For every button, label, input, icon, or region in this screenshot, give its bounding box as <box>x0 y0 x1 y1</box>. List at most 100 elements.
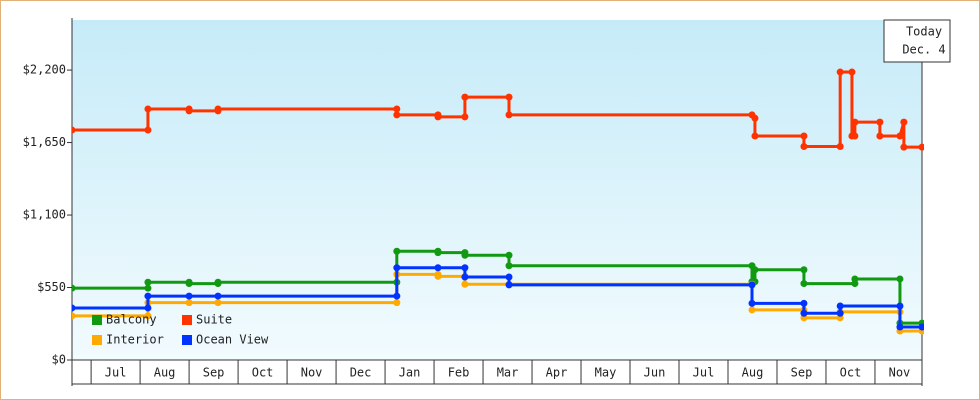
price-point <box>800 132 808 140</box>
price-point <box>214 292 222 300</box>
price-point <box>800 266 808 274</box>
price-point <box>393 247 401 255</box>
price-point <box>505 273 513 281</box>
x-tick-label: Jun <box>644 366 666 380</box>
legend-swatch <box>92 315 102 325</box>
price-point <box>851 132 859 140</box>
price-point <box>918 323 924 331</box>
price-point <box>800 309 808 317</box>
x-tick-label: Mar <box>497 366 519 380</box>
legend-swatch <box>182 315 192 325</box>
price-point <box>461 113 469 121</box>
legend-swatch <box>182 335 192 345</box>
x-tick-label: Nov <box>301 366 323 380</box>
price-point <box>505 93 513 101</box>
price-point <box>434 113 442 121</box>
price-point <box>185 299 193 307</box>
legend-label: Interior <box>106 333 164 347</box>
x-tick-label: May <box>595 366 617 380</box>
price-point <box>748 281 756 289</box>
price-point <box>434 272 442 280</box>
price-point <box>896 302 904 310</box>
price-point <box>72 304 76 312</box>
price-point <box>144 292 152 300</box>
price-point <box>214 299 222 307</box>
price-point <box>461 264 469 272</box>
price-point <box>393 264 401 272</box>
x-tick-label: Jan <box>399 366 421 380</box>
overlay: Today Dec. 4 <box>883 19 951 63</box>
price-point <box>393 299 401 307</box>
price-point <box>144 284 152 292</box>
x-tick-label: Feb <box>448 366 470 380</box>
price-point <box>900 118 908 126</box>
price-point <box>748 299 756 307</box>
price-point <box>800 299 808 307</box>
price-point <box>144 126 152 134</box>
y-tick-label: $1,100 <box>23 208 66 222</box>
price-point <box>72 126 76 134</box>
x-tick-label: Oct <box>252 366 274 380</box>
y-tick-label: $1,650 <box>23 135 66 149</box>
price-point <box>896 275 904 283</box>
price-point <box>461 273 469 281</box>
price-point <box>836 68 844 76</box>
price-point <box>434 264 442 272</box>
price-point <box>393 105 401 113</box>
price-point <box>72 312 76 320</box>
price-point <box>876 132 884 140</box>
x-tick-label: Jul <box>693 366 715 380</box>
price-point <box>72 284 76 292</box>
price-point <box>751 114 759 122</box>
x-tick-label: Aug <box>154 366 176 380</box>
price-point <box>461 93 469 101</box>
x-tick-label: Oct <box>840 366 862 380</box>
price-point <box>214 278 222 286</box>
price-point <box>748 306 756 314</box>
x-tick-label: Sep <box>791 366 813 380</box>
price-point <box>393 292 401 300</box>
x-tick-label: Jul <box>105 366 127 380</box>
price-point <box>185 292 193 300</box>
y-tick-label: $0 <box>52 353 66 367</box>
x-tick-label: Nov <box>889 366 911 380</box>
price-point <box>144 278 152 286</box>
price-point <box>876 118 884 126</box>
price-point <box>434 249 442 257</box>
today-label: Today <box>906 25 942 39</box>
series-group <box>72 68 924 335</box>
today-box <box>883 19 951 63</box>
price-point <box>851 275 859 283</box>
price-point <box>461 280 469 288</box>
price-point <box>185 280 193 288</box>
price-point <box>461 251 469 259</box>
y-tick-label: $550 <box>37 280 66 294</box>
x-tick-label: Dec <box>350 366 372 380</box>
price-point <box>836 143 844 151</box>
price-point <box>505 281 513 289</box>
price-point <box>896 323 904 331</box>
price-point <box>800 280 808 288</box>
price-point <box>214 105 222 113</box>
price-point <box>836 309 844 317</box>
price-point <box>144 105 152 113</box>
price-point <box>848 68 856 76</box>
legend-label: Balcony <box>106 313 157 327</box>
price-point <box>393 111 401 119</box>
price-line <box>72 249 922 325</box>
legend-swatch <box>92 335 102 345</box>
price-point <box>896 132 904 140</box>
legend-label: Suite <box>196 313 232 327</box>
price-point <box>505 262 513 270</box>
price-point <box>505 111 513 119</box>
price-point <box>144 312 152 320</box>
price-point <box>851 118 859 126</box>
today-date: Dec. 4 <box>902 43 945 57</box>
x-tick-label: Apr <box>546 366 568 380</box>
price-point <box>751 132 759 140</box>
price-point <box>836 302 844 310</box>
price-point <box>900 143 908 151</box>
y-tick-label: $2,200 <box>23 63 66 77</box>
price-point <box>505 251 513 259</box>
